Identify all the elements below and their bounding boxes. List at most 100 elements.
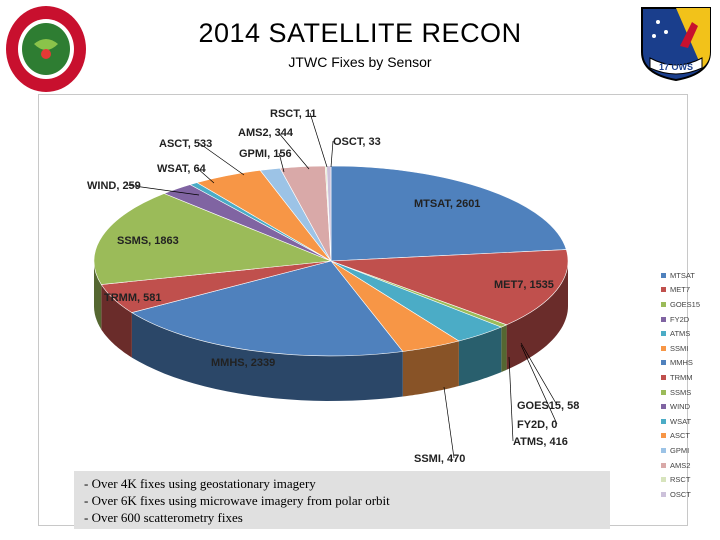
legend-label: SSMI [670, 343, 689, 353]
data-label-ssms: SSMS, 1863 [117, 235, 179, 247]
legend-swatch [661, 316, 666, 322]
legend-label: GPMI [670, 445, 690, 455]
data-label-osct: OSCT, 33 [333, 136, 381, 148]
legend-label: ASCT [670, 431, 691, 441]
legend-label: WIND [670, 402, 690, 412]
note-line: - Over 600 scatterometry fixes [84, 510, 243, 525]
leader-line-gpmi [278, 152, 285, 173]
legend-label: GOES15 [670, 299, 701, 309]
legend-swatch [661, 418, 666, 424]
legend-swatch [661, 374, 666, 380]
pie-slice-mtsat [330, 165, 567, 262]
legend-item-fy2d: FY2D [661, 312, 720, 327]
leader-line-rsct [309, 112, 328, 168]
pie-side-ssms [94, 261, 102, 330]
pie-chart: MTSAT, 2601 MET7, 1535 GOES15, 58 FY2D, 0 AT… [87, 108, 579, 465]
page-title: 2014 SATELLITE RECON [198, 18, 522, 48]
chart-legend: MTSAT MET7 GOES15 FY2D ATMS SSMI MMHS TRMM SSMS W… [661, 268, 720, 502]
pie-side-trmm [101, 284, 132, 358]
pie-side-goes15 [501, 324, 507, 373]
pie-side-atms [458, 327, 502, 386]
data-label-atms: ATMS, 416 [513, 436, 568, 448]
pie-side-mmhs [131, 312, 403, 401]
legend-label: FY2D [670, 314, 690, 324]
leader-line-wsat [196, 167, 215, 184]
logo-right-text: 17 OWS [659, 62, 693, 72]
note-line: - Over 6K fixes using microwave imagery … [84, 493, 390, 508]
data-label-met7: MET7, 1535 [494, 279, 554, 291]
data-label-mtsat: MTSAT, 2601 [414, 198, 480, 210]
legend-item-ssms: SSMS [661, 385, 720, 400]
leader-line-osct [330, 140, 334, 168]
legend-item-met7: MET7 [661, 283, 720, 298]
data-label-asct: ASCT, 533 [159, 138, 212, 150]
data-label-wsat: WSAT, 64 [157, 163, 207, 175]
legend-label: WSAT [670, 416, 692, 426]
pie-slice-mmhs [131, 260, 404, 357]
leader-line-atms [508, 356, 514, 442]
legend-item-rsct: RSCT [661, 472, 720, 487]
note-line: - Over 4K fixes using geostationary imag… [84, 476, 316, 491]
legend-swatch [661, 477, 666, 483]
legend-label: AMS2 [670, 460, 691, 470]
legend-item-mtsat: MTSAT [661, 268, 720, 283]
legend-swatch [661, 447, 666, 453]
legend-item-atms: ATMS [661, 326, 720, 341]
page-subtitle: JTWC Fixes by Sensor [288, 54, 432, 70]
legend-label: MMHS [670, 358, 693, 368]
legend-label: MTSAT [670, 270, 695, 280]
pie-side-met7 [506, 261, 568, 370]
data-label-fy2d: FY2D, 0 [517, 419, 557, 431]
pie-slice-met7 [330, 249, 569, 326]
leader-line-wind [126, 184, 200, 196]
pie-depth [94, 261, 568, 401]
legend-item-ssmi: SSMI [661, 341, 720, 356]
leader-line-asct [198, 142, 245, 176]
data-label-gpmi: GPMI, 156 [239, 148, 292, 160]
legend-item-wsat: WSAT [661, 414, 720, 429]
legend-swatch [661, 462, 666, 468]
legend-item-trmm: TRMM [661, 370, 720, 385]
legend-item-gpmi: GPMI [661, 443, 720, 458]
data-label-mmhs: MMHS, 2339 [211, 357, 275, 369]
pie-top [93, 165, 569, 357]
legend-swatch [661, 272, 666, 278]
data-label-rsct: RSCT, 11 [270, 108, 316, 120]
data-label-wind: WIND, 259 [87, 180, 141, 192]
legend-label: OSCT [670, 489, 691, 499]
summary-notes: - Over 4K fixes using geostationary imag… [74, 471, 610, 529]
legend-label: RSCT [670, 475, 691, 485]
pie-labels: MTSAT, 2601 MET7, 1535 GOES15, 58 FY2D, 0 AT… [87, 108, 579, 465]
data-label-ams2: AMS2, 344 [238, 127, 294, 139]
legend-item-mmhs: MMHS [661, 356, 720, 371]
legend-label: TRMM [670, 372, 693, 382]
legend-swatch [661, 491, 666, 497]
legend-label: MET7 [670, 285, 691, 295]
legend-swatch [661, 433, 666, 439]
legend-item-osct: OSCT [661, 487, 720, 502]
leader-line-ssmi [443, 386, 455, 459]
legend-swatch [661, 301, 666, 307]
legend-swatch [661, 404, 666, 410]
legend-item-wind: WIND [661, 399, 720, 414]
legend-swatch [661, 331, 666, 337]
17-ows-logo: 17 OWS [641, 7, 711, 82]
legend-item-asct: ASCT [661, 429, 720, 444]
leader-line-goes15 [520, 342, 558, 406]
pie-slice-ssms [93, 193, 332, 285]
chart-frame: MTSAT, 2601 MET7, 1535 GOES15, 58 FY2D, 0 AT… [38, 94, 700, 526]
leader-line-ams2 [277, 131, 310, 170]
pie-side-ssmi [402, 341, 459, 397]
jtwc-logo [6, 6, 86, 92]
legend-item-goes15: GOES15 [661, 297, 720, 312]
legend-item-ams2: AMS2 [661, 458, 720, 473]
leader-line-fy2d [520, 344, 558, 425]
legend-swatch [661, 345, 666, 351]
legend-label: SSMS [670, 387, 692, 397]
legend-swatch [661, 389, 666, 395]
data-label-trmm: TRMM, 581 [104, 292, 161, 304]
data-label-ssmi: SSMI, 470 [414, 453, 465, 465]
legend-swatch [661, 287, 666, 293]
legend-swatch [661, 360, 666, 366]
data-label-goes15: GOES15, 58 [517, 400, 579, 412]
